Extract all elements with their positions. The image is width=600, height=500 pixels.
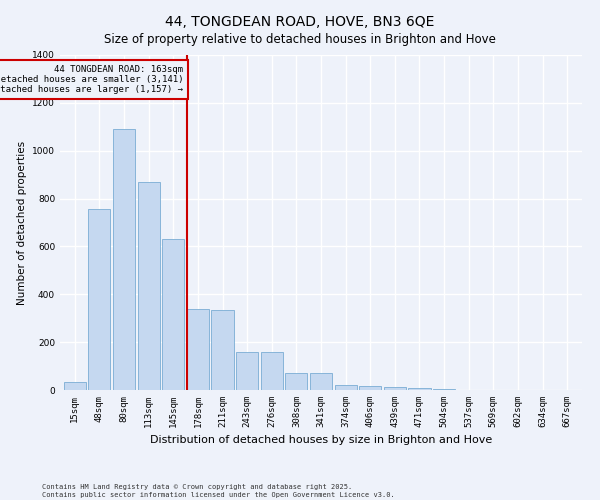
- Y-axis label: Number of detached properties: Number of detached properties: [17, 140, 26, 304]
- Bar: [285, 373, 307, 390]
- X-axis label: Distribution of detached houses by size in Brighton and Hove: Distribution of detached houses by size …: [150, 436, 492, 446]
- Bar: [187, 308, 209, 390]
- Bar: [310, 373, 332, 390]
- Bar: [88, 210, 110, 390]
- Bar: [260, 352, 283, 390]
- Bar: [384, 387, 406, 390]
- Bar: [162, 240, 184, 390]
- Bar: [137, 182, 160, 390]
- Bar: [113, 129, 135, 390]
- Bar: [64, 382, 86, 390]
- Bar: [409, 388, 431, 390]
- Bar: [335, 385, 357, 390]
- Bar: [359, 386, 382, 390]
- Bar: [211, 310, 233, 390]
- Text: Size of property relative to detached houses in Brighton and Hove: Size of property relative to detached ho…: [104, 32, 496, 46]
- Text: Contains HM Land Registry data © Crown copyright and database right 2025.
Contai: Contains HM Land Registry data © Crown c…: [42, 484, 395, 498]
- Text: 44, TONGDEAN ROAD, HOVE, BN3 6QE: 44, TONGDEAN ROAD, HOVE, BN3 6QE: [166, 15, 434, 29]
- Text: 44 TONGDEAN ROAD: 163sqm
← 73% of detached houses are smaller (3,141)
27% of sem: 44 TONGDEAN ROAD: 163sqm ← 73% of detach…: [0, 64, 183, 94]
- Bar: [236, 352, 258, 390]
